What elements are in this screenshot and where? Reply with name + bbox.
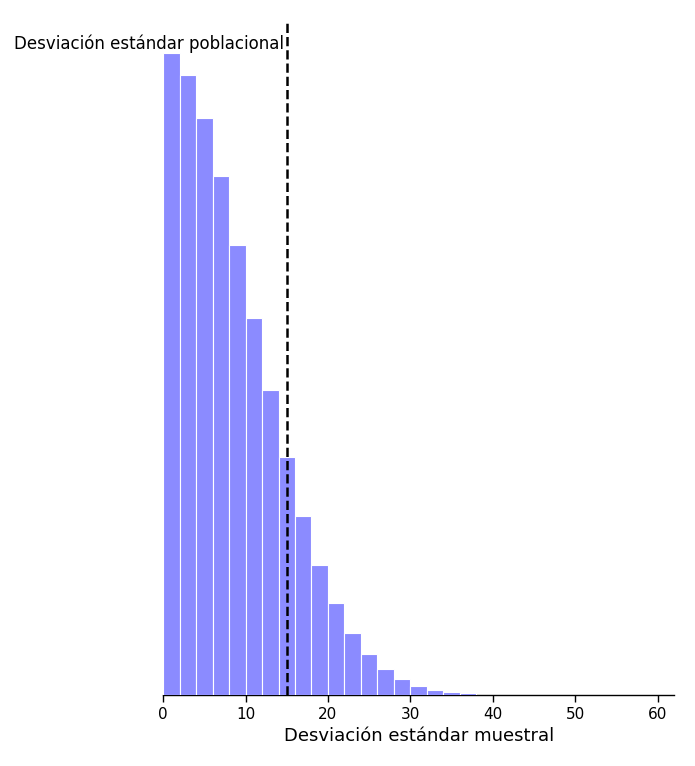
Bar: [328, 604, 345, 695]
Bar: [411, 686, 427, 695]
Bar: [377, 669, 394, 695]
Bar: [295, 516, 311, 695]
Bar: [427, 689, 443, 695]
Bar: [443, 692, 460, 695]
Bar: [460, 693, 476, 695]
Bar: [213, 176, 229, 695]
X-axis label: Desviación estándar muestral: Desviación estándar muestral: [284, 727, 554, 745]
Bar: [262, 390, 279, 695]
Bar: [245, 318, 262, 695]
Bar: [196, 118, 213, 695]
Text: Desviación estándar poblacional: Desviación estándar poblacional: [15, 34, 284, 53]
Bar: [179, 75, 196, 695]
Bar: [163, 53, 179, 695]
Bar: [279, 457, 295, 695]
Bar: [311, 565, 328, 695]
Bar: [361, 654, 377, 695]
Bar: [345, 633, 361, 695]
Bar: [229, 244, 245, 695]
Bar: [394, 679, 411, 695]
